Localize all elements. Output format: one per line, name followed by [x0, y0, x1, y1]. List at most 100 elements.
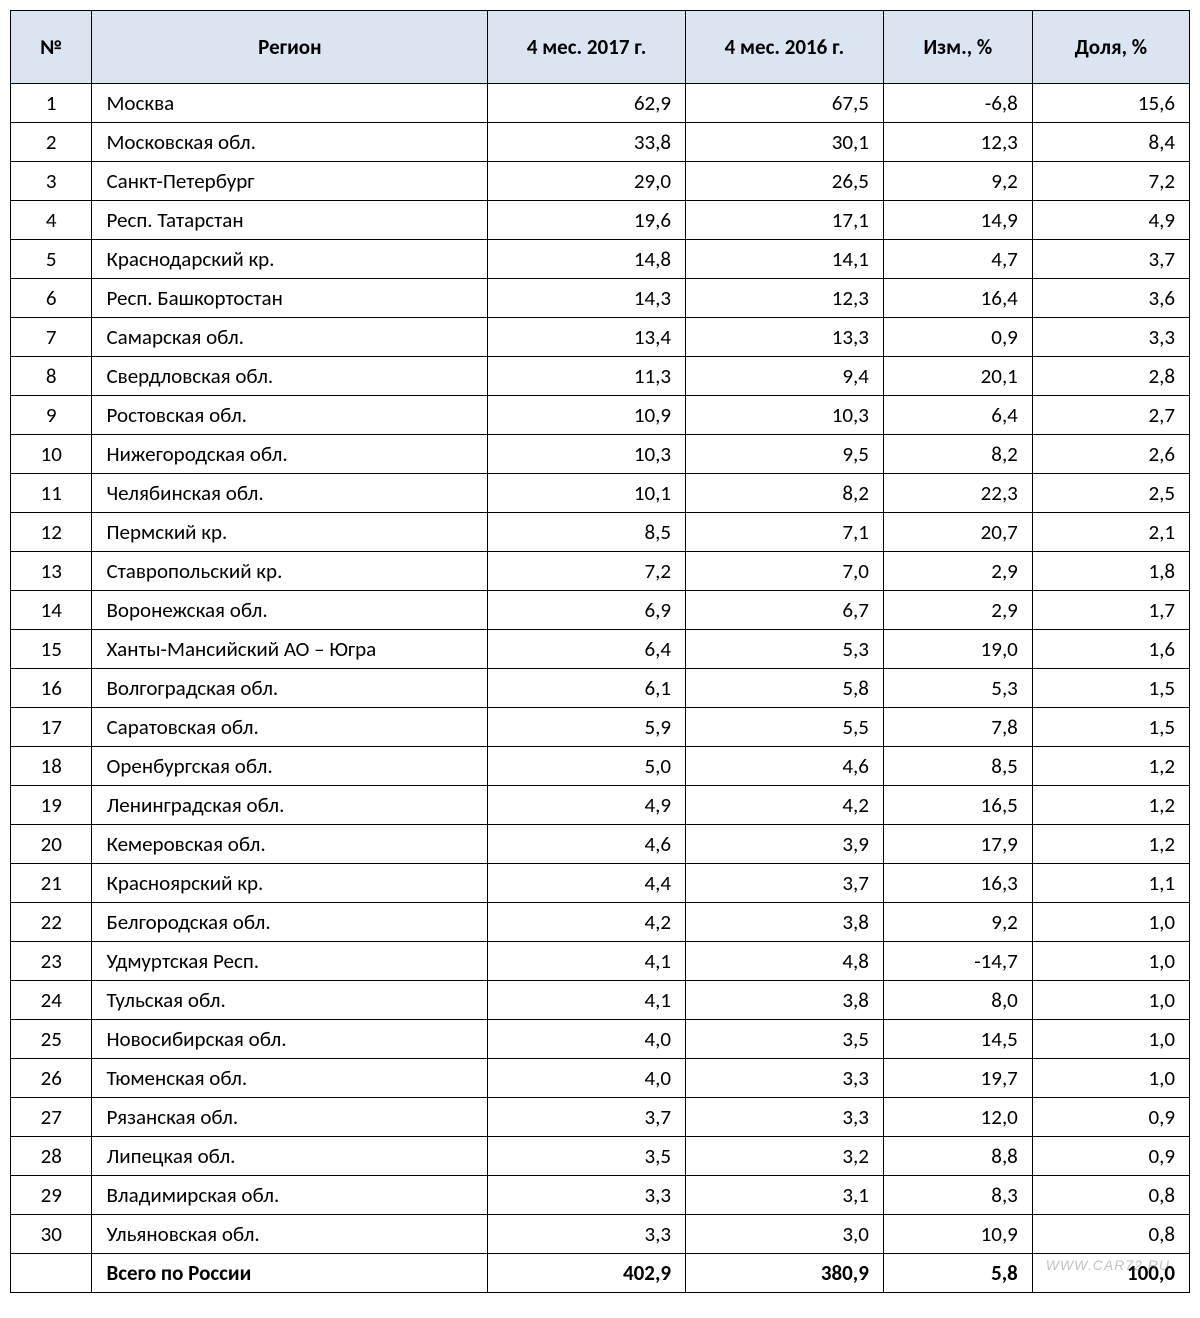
table-row: 17Саратовская обл.5,95,57,81,5 [11, 708, 1190, 747]
cell-v2016: 380,9 [686, 1254, 884, 1293]
cell-chg: -6,8 [883, 84, 1032, 123]
cell-num: 29 [11, 1176, 92, 1215]
table-row: 16Волгоградская обл.6,15,85,31,5 [11, 669, 1190, 708]
cell-region: Респ. Татарстан [92, 201, 488, 240]
cell-num: 11 [11, 474, 92, 513]
table-row: 11Челябинская обл.10,18,222,32,5 [11, 474, 1190, 513]
table-row: 3Санкт-Петербург29,026,59,27,2 [11, 162, 1190, 201]
cell-region: Челябинская обл. [92, 474, 488, 513]
cell-chg: 16,3 [883, 864, 1032, 903]
cell-v2016: 3,1 [686, 1176, 884, 1215]
cell-region: Пермский кр. [92, 513, 488, 552]
cell-share: 1,5 [1032, 669, 1189, 708]
table-header: № Регион 4 мес. 2017 г. 4 мес. 2016 г. И… [11, 11, 1190, 84]
table-row: 10Нижегородская обл.10,39,58,22,6 [11, 435, 1190, 474]
cell-v2016: 3,7 [686, 864, 884, 903]
cell-num: 14 [11, 591, 92, 630]
table-row: 8Свердловская обл.11,39,420,12,8 [11, 357, 1190, 396]
cell-region: Удмуртская Респ. [92, 942, 488, 981]
cell-region: Москва [92, 84, 488, 123]
cell-chg: 19,0 [883, 630, 1032, 669]
cell-v2017: 3,5 [488, 1137, 686, 1176]
cell-chg: 9,2 [883, 903, 1032, 942]
table-row: 2Московская обл.33,830,112,38,4 [11, 123, 1190, 162]
cell-num: 8 [11, 357, 92, 396]
cell-region: Московская обл. [92, 123, 488, 162]
table-body: 1Москва62,967,5-6,815,62Московская обл.3… [11, 84, 1190, 1293]
cell-v2016: 5,8 [686, 669, 884, 708]
col-header-num: № [11, 11, 92, 84]
cell-chg: 0,9 [883, 318, 1032, 357]
cell-v2016: 12,3 [686, 279, 884, 318]
cell-chg: 8,3 [883, 1176, 1032, 1215]
cell-v2016: 10,3 [686, 396, 884, 435]
cell-v2016: 4,8 [686, 942, 884, 981]
cell-region: Воронежская обл. [92, 591, 488, 630]
table-row: 13Ставропольский кр.7,27,02,91,8 [11, 552, 1190, 591]
cell-num: 5 [11, 240, 92, 279]
cell-v2016: 9,5 [686, 435, 884, 474]
cell-v2017: 6,1 [488, 669, 686, 708]
regions-table: № Регион 4 мес. 2017 г. 4 мес. 2016 г. И… [10, 10, 1190, 1293]
cell-region: Самарская обл. [92, 318, 488, 357]
cell-v2017: 3,3 [488, 1176, 686, 1215]
cell-share: 1,0 [1032, 903, 1189, 942]
cell-v2016: 8,2 [686, 474, 884, 513]
table-row: 30Ульяновская обл.3,33,010,90,8 [11, 1215, 1190, 1254]
table-row: 9Ростовская обл.10,910,36,42,7 [11, 396, 1190, 435]
cell-chg: 8,0 [883, 981, 1032, 1020]
cell-share: 0,9 [1032, 1137, 1189, 1176]
cell-chg: 6,4 [883, 396, 1032, 435]
cell-num: 21 [11, 864, 92, 903]
cell-v2016: 3,8 [686, 981, 884, 1020]
cell-v2016: 26,5 [686, 162, 884, 201]
cell-region: Санкт-Петербург [92, 162, 488, 201]
cell-v2017: 14,8 [488, 240, 686, 279]
cell-chg: 5,8 [883, 1254, 1032, 1293]
cell-num: 27 [11, 1098, 92, 1137]
cell-share: 1,5 [1032, 708, 1189, 747]
cell-v2017: 4,1 [488, 981, 686, 1020]
cell-share: 2,8 [1032, 357, 1189, 396]
cell-region: Липецкая обл. [92, 1137, 488, 1176]
cell-v2017: 4,9 [488, 786, 686, 825]
cell-chg: 16,4 [883, 279, 1032, 318]
cell-num [11, 1254, 92, 1293]
cell-v2017: 7,2 [488, 552, 686, 591]
cell-share: 0,9 [1032, 1098, 1189, 1137]
cell-region: Ханты-Мансийский АО – Югра [92, 630, 488, 669]
table-row: 5Краснодарский кр.14,814,14,73,7 [11, 240, 1190, 279]
cell-chg: 8,2 [883, 435, 1032, 474]
cell-v2016: 14,1 [686, 240, 884, 279]
cell-v2017: 8,5 [488, 513, 686, 552]
cell-v2016: 6,7 [686, 591, 884, 630]
cell-chg: 12,3 [883, 123, 1032, 162]
cell-num: 15 [11, 630, 92, 669]
cell-num: 25 [11, 1020, 92, 1059]
cell-region: Владимирская обл. [92, 1176, 488, 1215]
cell-v2016: 67,5 [686, 84, 884, 123]
cell-region: Нижегородская обл. [92, 435, 488, 474]
cell-num: 30 [11, 1215, 92, 1254]
cell-share: 0,8 [1032, 1176, 1189, 1215]
cell-v2016: 3,0 [686, 1215, 884, 1254]
cell-v2017: 33,8 [488, 123, 686, 162]
cell-share: 7,2 [1032, 162, 1189, 201]
cell-region: Свердловская обл. [92, 357, 488, 396]
cell-v2017: 402,9 [488, 1254, 686, 1293]
cell-share: 2,5 [1032, 474, 1189, 513]
cell-v2017: 4,1 [488, 942, 686, 981]
cell-chg: 12,0 [883, 1098, 1032, 1137]
cell-v2016: 30,1 [686, 123, 884, 162]
cell-num: 10 [11, 435, 92, 474]
cell-share: 2,6 [1032, 435, 1189, 474]
table-row: 29Владимирская обл.3,33,18,30,8 [11, 1176, 1190, 1215]
cell-region: Тульская обл. [92, 981, 488, 1020]
cell-num: 1 [11, 84, 92, 123]
cell-num: 22 [11, 903, 92, 942]
table-row: 28Липецкая обл.3,53,28,80,9 [11, 1137, 1190, 1176]
cell-v2017: 4,0 [488, 1059, 686, 1098]
cell-share: 2,1 [1032, 513, 1189, 552]
cell-num: 3 [11, 162, 92, 201]
cell-chg: 5,3 [883, 669, 1032, 708]
